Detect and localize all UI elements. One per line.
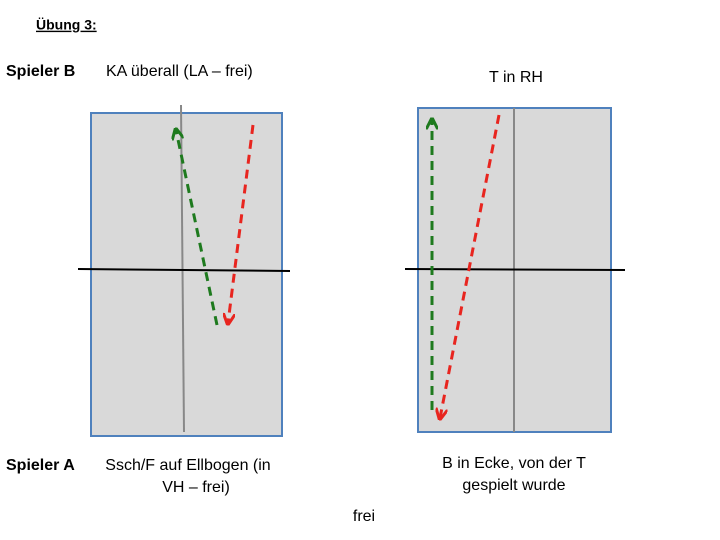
note: B in Ecke, von der T (442, 455, 586, 472)
footer-note: frei (353, 508, 375, 525)
note: KA überall (LA – frei) (106, 63, 253, 80)
title: Übung 3: (36, 17, 97, 33)
table-right (404, 107, 626, 433)
table-left (77, 104, 291, 437)
note: T in RH (489, 69, 543, 86)
note: gespielt wurde (462, 477, 565, 494)
note: VH – frei) (162, 479, 230, 496)
player-label: Spieler A (6, 457, 75, 474)
note: Ssch/F auf Ellbogen (in (105, 457, 270, 474)
player-label: Spieler B (6, 63, 75, 80)
